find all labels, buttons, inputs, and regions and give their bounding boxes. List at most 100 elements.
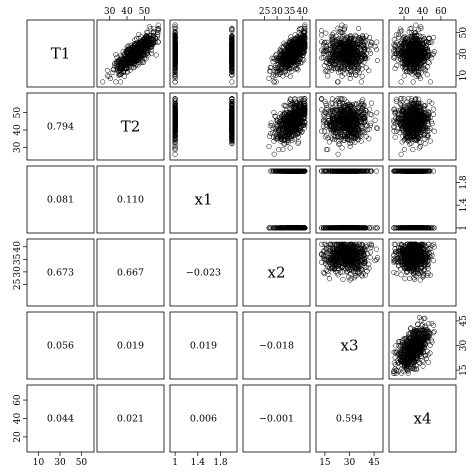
data-point [325, 73, 331, 79]
tick-label: 35 [13, 253, 23, 265]
data-point [229, 58, 235, 65]
panel-T2-x1 [169, 92, 238, 161]
diagonal-label-x2: x2 [267, 264, 285, 282]
data-point [267, 130, 274, 137]
tick-label: 1.8 [213, 458, 228, 468]
data-point [229, 28, 235, 34]
tick-label: 15 [459, 364, 469, 376]
data-point [172, 45, 178, 52]
tick-label: 1.4 [191, 458, 206, 468]
data-point [172, 30, 178, 36]
tick-label: 45 [368, 458, 380, 468]
data-point [271, 151, 277, 157]
data-point [367, 50, 374, 56]
data-point [266, 143, 272, 150]
data-point [172, 49, 178, 55]
tick-label: 1.8 [459, 175, 469, 190]
tick-label: 30 [344, 458, 356, 468]
axis-top-T2: 30 40 50 [104, 7, 150, 20]
scatter-points-T2-x3 [319, 96, 380, 157]
data-point [118, 64, 124, 70]
tick-label: 10 [33, 458, 45, 468]
data-point [146, 37, 152, 43]
data-point [132, 58, 138, 65]
data-point [229, 72, 235, 78]
panel-x1-x1 [169, 165, 238, 234]
tick-label: 50 [139, 7, 151, 17]
data-point [373, 47, 380, 53]
data-point [287, 145, 293, 151]
data-point [121, 51, 127, 57]
panel-T2-x4 [388, 92, 457, 161]
data-point [127, 63, 133, 69]
data-point [126, 47, 132, 53]
panel-x4-x1 [169, 384, 238, 453]
diagonal-label-T1: T1 [51, 45, 71, 63]
data-point [355, 25, 362, 31]
scatter-points-T1-T2 [100, 22, 161, 85]
data-point [229, 37, 235, 43]
tick-label: 35 [284, 7, 296, 17]
data-point [335, 151, 341, 157]
data-point [425, 64, 431, 70]
data-point [296, 27, 302, 33]
panel-T1-x3 [315, 19, 384, 88]
panel-x4-x2 [242, 384, 311, 453]
data-point [172, 39, 178, 45]
data-point [135, 42, 141, 48]
data-point [145, 48, 151, 54]
panel-T2-x3 [315, 92, 384, 161]
axis-top-x2: 25 30 35 40 [259, 7, 308, 20]
panel-x1-x4 [388, 165, 457, 234]
tick-label: 40 [417, 7, 429, 17]
data-point [143, 37, 149, 43]
diagonal-label-T2: T2 [121, 118, 141, 136]
panel-x3-x3 [315, 311, 384, 380]
data-point [229, 34, 235, 40]
tick-label: 40 [297, 7, 309, 17]
correlation-label-x2-T1: 0.673 [47, 268, 74, 279]
data-point [134, 44, 140, 50]
data-point [104, 73, 111, 79]
scatter-points-T2-x2 [266, 96, 308, 157]
data-point [153, 52, 159, 58]
tick-label: 10 [459, 69, 469, 81]
data-point [151, 39, 157, 45]
data-point [155, 22, 161, 28]
axis-right-x1: 11.41.8 [456, 175, 469, 231]
data-point [172, 64, 178, 70]
data-point [229, 68, 235, 74]
panel-x2-x4 [388, 238, 457, 307]
panel-x2-T2 [96, 238, 165, 307]
data-point [148, 26, 154, 32]
data-point [113, 79, 119, 85]
tick-label: 1 [172, 458, 178, 468]
axis-bottom-x1: 1 1.4 1.8 [172, 452, 228, 468]
data-point [363, 65, 369, 71]
tick-label: 30 [54, 458, 66, 468]
tick-label: 1.4 [459, 198, 469, 213]
data-point [115, 65, 121, 71]
data-point [427, 79, 433, 85]
tick-label: 30 [13, 141, 23, 153]
data-point [139, 57, 145, 63]
scatter-points-T1-x1 [172, 22, 235, 85]
data-point [229, 52, 235, 58]
data-point [104, 67, 110, 73]
panel-x3-x1 [169, 311, 238, 380]
data-point [229, 79, 235, 85]
data-point [323, 30, 329, 36]
data-point [401, 73, 407, 79]
correlation-label-x4-T1: 0.044 [47, 414, 74, 425]
data-point [229, 56, 235, 62]
axis-bottom-T1: 10 30 50 [33, 452, 87, 468]
correlation-label-x1-T2: 0.110 [117, 195, 144, 206]
data-point [114, 54, 120, 60]
tick-label: 60 [13, 394, 23, 406]
correlation-label-x4-x3: 0.594 [336, 414, 363, 425]
tick-label: 20 [398, 7, 410, 17]
data-point [229, 36, 235, 42]
data-point [172, 69, 178, 76]
data-point [145, 36, 151, 42]
